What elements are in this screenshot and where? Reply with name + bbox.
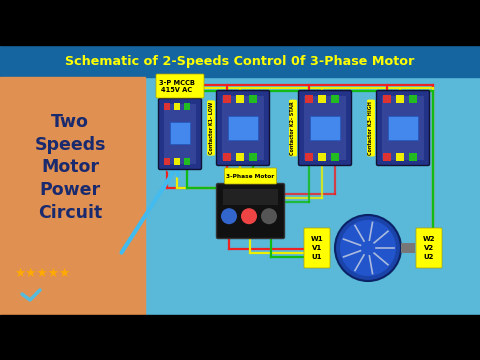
Circle shape [241, 208, 257, 224]
Text: W2
V2
U2: W2 V2 U2 [423, 236, 435, 260]
Circle shape [261, 208, 277, 224]
Bar [318, 153, 326, 161]
Bar [170, 122, 190, 144]
Bar [382, 96, 424, 160]
Bar [249, 95, 257, 103]
Bar [0, 77, 145, 315]
Circle shape [340, 220, 396, 276]
Bar [409, 95, 417, 103]
Bar [0, 45, 480, 77]
Bar [396, 95, 404, 103]
Bar [383, 95, 391, 103]
Bar [0, 77, 480, 315]
Bar [249, 153, 257, 161]
Bar [223, 153, 231, 161]
Bar [184, 158, 190, 165]
FancyBboxPatch shape [304, 228, 330, 268]
Bar [174, 103, 180, 110]
Bar [164, 103, 170, 110]
Bar [184, 103, 190, 110]
FancyBboxPatch shape [416, 228, 442, 268]
FancyBboxPatch shape [216, 90, 269, 166]
FancyBboxPatch shape [299, 90, 351, 166]
Circle shape [221, 208, 237, 224]
FancyBboxPatch shape [156, 74, 204, 98]
Bar [401, 243, 415, 253]
Bar [318, 95, 326, 103]
Bar [223, 189, 278, 205]
Bar [409, 153, 417, 161]
Text: Two
Speeds
Motor
Power
Circuit: Two Speeds Motor Power Circuit [34, 113, 106, 222]
FancyBboxPatch shape [216, 184, 285, 239]
Bar [236, 153, 244, 161]
FancyBboxPatch shape [376, 90, 430, 166]
FancyBboxPatch shape [158, 99, 202, 170]
Bar [223, 95, 231, 103]
Text: Contactor K3- HIGH: Contactor K3- HIGH [369, 101, 373, 155]
Bar [305, 153, 313, 161]
Bar [383, 153, 391, 161]
FancyBboxPatch shape [225, 168, 276, 184]
Bar [164, 158, 170, 165]
Bar [331, 95, 339, 103]
Text: Contactor K2- STAR: Contactor K2- STAR [290, 101, 296, 155]
Bar [0, 315, 480, 360]
Bar [310, 116, 340, 140]
Bar [228, 116, 258, 140]
Bar [174, 158, 180, 165]
Bar [236, 95, 244, 103]
Bar [331, 153, 339, 161]
Bar [304, 96, 346, 160]
Text: ★★★★★: ★★★★★ [14, 266, 70, 279]
Bar [222, 96, 264, 160]
Bar [305, 95, 313, 103]
Bar [0, 0, 480, 45]
Circle shape [335, 215, 401, 281]
Bar [396, 153, 404, 161]
Text: 3-P MCCB
415V AC: 3-P MCCB 415V AC [159, 80, 195, 93]
Text: 3-Phase Motor: 3-Phase Motor [227, 174, 275, 179]
Bar [388, 116, 418, 140]
Text: Contactor K1- LOW: Contactor K1- LOW [208, 102, 214, 154]
Text: Schematic of 2-Speeds Control 0f 3-Phase Motor: Schematic of 2-Speeds Control 0f 3-Phase… [65, 54, 415, 68]
Bar [164, 104, 196, 164]
Text: W1
V1
U1: W1 V1 U1 [311, 236, 324, 260]
